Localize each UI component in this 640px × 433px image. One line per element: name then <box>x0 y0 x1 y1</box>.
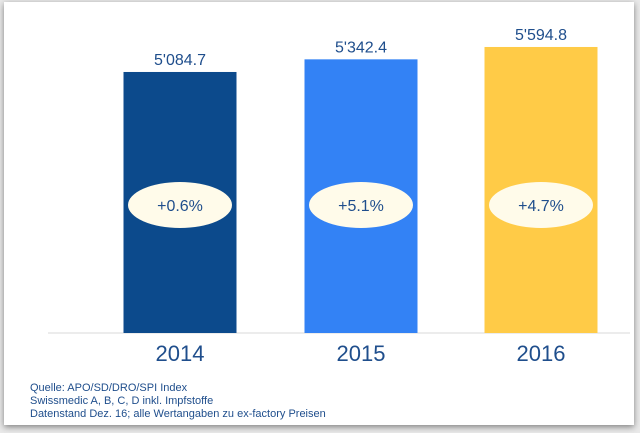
growth-label-2016: +4.7% <box>518 198 564 215</box>
x-tick-label-2014: 2014 <box>156 341 205 366</box>
growth-ellipse-2016 <box>489 182 593 228</box>
footnote-scope: Swissmedic A, B, C, D inkl. Impfstoffe <box>30 395 214 407</box>
footnote-source: Quelle: APO/SD/DRO/SPI Index <box>30 382 188 394</box>
growth-label-2015: +5.1% <box>338 198 384 215</box>
growth-ellipse-2015 <box>309 182 413 228</box>
x-tick-label-2015: 2015 <box>337 341 386 366</box>
growth-label-2014: +0.6% <box>157 198 203 215</box>
value-label-2015: 5'342.4 <box>335 39 387 56</box>
x-tick-label-2016: 2016 <box>517 341 566 366</box>
value-label-2014: 5'084.7 <box>154 52 206 69</box>
footnote-date: Datenstand Dez. 16; alle Wertangaben zu … <box>30 408 326 420</box>
growth-ellipse-2014 <box>128 182 232 228</box>
value-label-2016: 5'594.8 <box>515 27 567 44</box>
